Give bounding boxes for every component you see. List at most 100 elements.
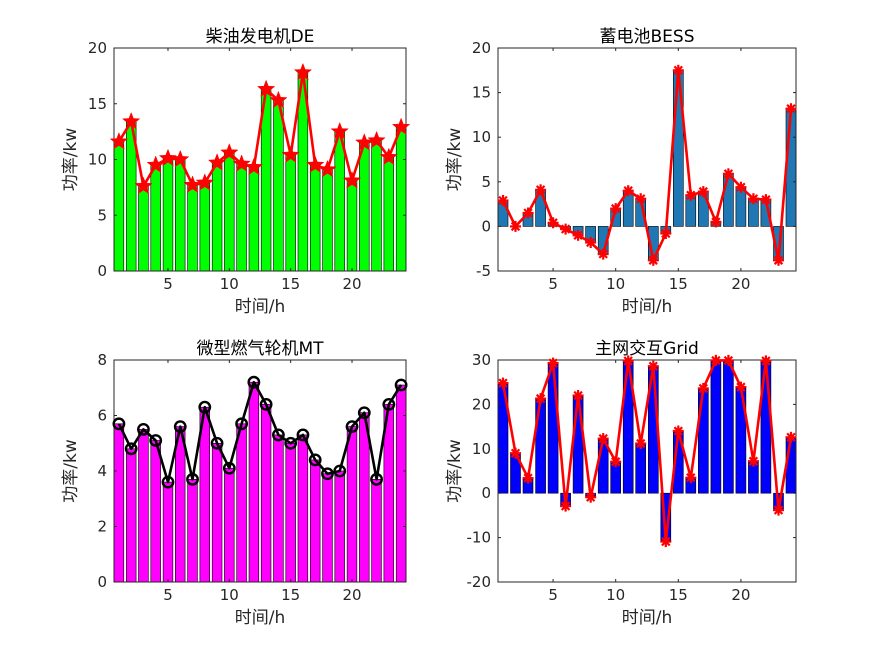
data-point-asterisk	[672, 425, 684, 437]
data-point-asterisk	[535, 184, 547, 196]
data-point-asterisk	[672, 64, 684, 76]
x-tick-label: 5	[548, 275, 558, 293]
bar	[346, 180, 358, 272]
data-point-star	[232, 154, 251, 172]
data-point-circle	[259, 397, 273, 411]
data-point-circle	[124, 442, 138, 456]
y-tick-label: 20	[472, 39, 491, 57]
data-point-asterisk	[560, 223, 572, 235]
data-point-asterisk	[685, 189, 697, 201]
data-point-circle	[284, 436, 298, 450]
data-point-asterisk	[522, 207, 534, 219]
y-tick-label: 0	[481, 217, 491, 235]
bar	[211, 442, 223, 583]
bar	[710, 360, 722, 494]
y-tick-label: 15	[472, 84, 491, 102]
markers	[112, 375, 408, 489]
data-point-asterisk	[773, 254, 784, 266]
y-tick-label: 8	[97, 351, 107, 369]
x-tick-label: 10	[606, 275, 625, 293]
bar	[126, 448, 137, 583]
data-point-asterisk	[635, 438, 647, 449]
y-tick-label: 0	[481, 484, 491, 502]
data-point-star	[281, 145, 300, 163]
data-point-asterisk	[747, 193, 759, 205]
data-point-asterisk	[535, 393, 547, 405]
data-point-circle	[161, 475, 175, 489]
panel-battery-storage: 5 10 15 20 -5 0 5 10 15 20 蓄电池BESS 时间/h 功率/kw	[445, 27, 797, 317]
y-tick-label: -5	[476, 262, 491, 280]
data-point-circle	[333, 464, 347, 478]
data-point-circle	[198, 400, 212, 414]
data-point-circle	[247, 375, 261, 389]
x-tick-label: 5	[163, 275, 173, 293]
bar	[175, 159, 186, 272]
x-tick-label: 10	[220, 586, 239, 604]
y-tick-label: 5	[481, 173, 491, 191]
data-point-asterisk	[610, 456, 622, 468]
axes-box	[497, 359, 797, 583]
data-point-asterisk	[597, 433, 609, 445]
y-axis-label: 功率/kw	[445, 439, 465, 503]
data-point-asterisk	[510, 447, 521, 459]
series-line	[501, 359, 793, 543]
data-point-star	[367, 130, 386, 149]
x-tick-label: 15	[669, 586, 688, 604]
bar	[113, 141, 125, 272]
bar	[297, 434, 309, 583]
bar	[175, 426, 186, 583]
data-point-asterisk	[735, 381, 747, 393]
data-point-asterisk	[785, 103, 797, 115]
data-point-star	[293, 62, 313, 81]
x-axis-label: 时间/h	[235, 297, 286, 317]
data-point-circle	[210, 436, 224, 450]
bar	[395, 384, 407, 583]
data-point-asterisk	[710, 354, 722, 366]
y-tick-label: 0	[97, 262, 107, 280]
x-tick-label: 10	[606, 586, 625, 604]
bar	[285, 442, 296, 583]
bar	[309, 459, 321, 583]
data-point-asterisk	[522, 472, 534, 484]
bars	[113, 381, 407, 583]
data-point-star	[379, 147, 399, 166]
y-axis-label: 功率/kw	[61, 439, 81, 503]
bar	[162, 481, 174, 583]
bar	[187, 478, 198, 583]
data-point-asterisk	[747, 455, 759, 467]
y-tick-label: -20	[467, 573, 492, 591]
y-tick-label: 6	[97, 407, 107, 425]
bar	[383, 157, 394, 272]
y-tick-label: 4	[97, 462, 107, 480]
data-point-star	[330, 121, 349, 140]
data-point-asterisk	[773, 504, 784, 516]
y-tick-label: 0	[97, 573, 107, 591]
data-point-circle	[321, 467, 334, 481]
data-point-circle	[394, 378, 408, 392]
data-point-circle	[186, 472, 199, 486]
bar	[346, 426, 358, 583]
data-point-star	[121, 111, 141, 130]
y-tick-label: 2	[97, 518, 107, 536]
bar	[285, 154, 296, 272]
data-point-star	[171, 149, 190, 168]
data-point-circle	[137, 422, 150, 436]
bar	[359, 142, 370, 272]
data-point-asterisk	[660, 228, 672, 239]
bar	[309, 164, 321, 272]
data-point-asterisk	[722, 168, 734, 180]
data-point-star	[158, 148, 178, 167]
bar	[248, 381, 260, 583]
y-tick-label: 10	[472, 128, 491, 146]
bar	[150, 164, 161, 272]
y-tick-label: 5	[97, 206, 107, 224]
data-point-asterisk	[497, 377, 509, 389]
bar	[150, 440, 161, 583]
data-point-asterisk	[785, 431, 797, 443]
data-point-asterisk	[510, 220, 521, 232]
data-point-circle	[370, 472, 383, 486]
y-tick-label: 20	[472, 395, 491, 413]
y-tick-label: 20	[88, 39, 107, 57]
data-point-star	[318, 159, 337, 178]
data-point-star	[269, 90, 288, 109]
